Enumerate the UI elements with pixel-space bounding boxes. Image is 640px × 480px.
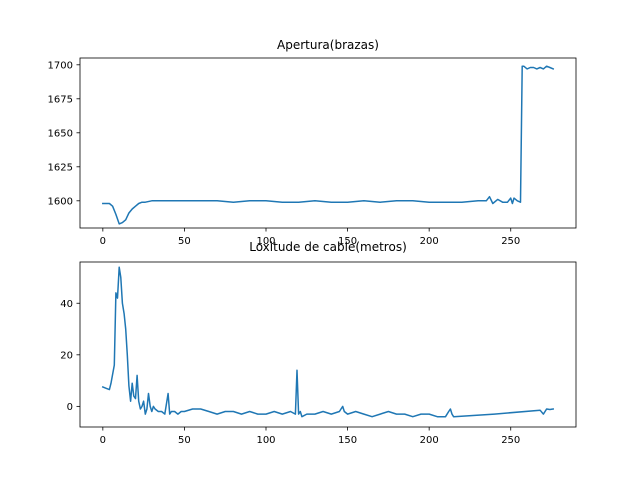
x-tick-label: 150 (338, 236, 357, 247)
x-tick-label: 250 (501, 435, 520, 446)
x-axis: 0 50 100 150 200 250 (100, 427, 520, 446)
chart-loxitude-de-cable: 0 50 100 150 200 250 0 20 40 Loxitude de cable(… (60, 240, 577, 446)
y-tick-label: 1675 (48, 94, 73, 105)
x-tick-label: 100 (256, 236, 275, 247)
series-line (102, 65, 555, 225)
x-tick-label: 200 (420, 435, 439, 446)
x-tick-label: 150 (338, 435, 357, 446)
x-tick-label: 200 (420, 236, 439, 247)
x-tick-label: 50 (178, 435, 191, 446)
series-line (101, 266, 555, 418)
plot-frame (79, 261, 577, 428)
y-axis: 0 20 40 (60, 299, 80, 413)
chart-title: Loxitude de cable(metros) (249, 240, 407, 254)
y-tick-label: 1600 (48, 196, 73, 207)
x-tick-label: 50 (178, 236, 191, 247)
y-tick-label: 1700 (48, 60, 73, 71)
y-tick-label: 1625 (48, 162, 73, 173)
chart-apertura: Apertura(brazas) 0 50 100 150 200 250 1600 162… (48, 38, 577, 247)
y-axis: 1600 1625 1650 1675 1700 (48, 60, 80, 207)
x-tick-label: 0 (100, 236, 106, 247)
chart-title: Apertura(brazas) (277, 38, 379, 52)
y-tick-label: 1650 (48, 128, 73, 139)
y-tick-label: 20 (60, 350, 73, 361)
y-tick-label: 40 (60, 299, 73, 310)
x-tick-label: 0 (100, 435, 106, 446)
x-axis: 0 50 100 150 200 250 (100, 228, 520, 247)
y-tick-label: 0 (67, 402, 73, 413)
plot-frame (79, 57, 577, 229)
x-tick-label: 250 (501, 236, 520, 247)
x-tick-label: 100 (256, 435, 275, 446)
